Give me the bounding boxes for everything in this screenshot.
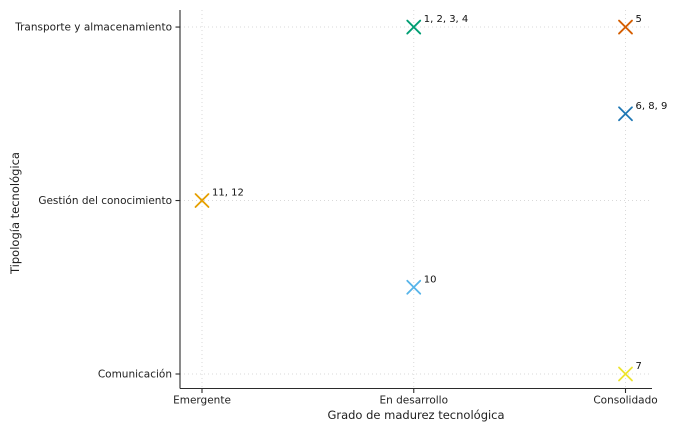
x-tick-label-emergente: Emergente: [173, 395, 231, 407]
gridlines: [180, 10, 650, 389]
data-point-marker-10: [406, 279, 422, 295]
data-point-label-5: 5: [636, 14, 642, 25]
data-point-label-6-8-9: 6, 8, 9: [636, 101, 668, 112]
y-tick-label-comunicacion: Comunicación: [98, 369, 172, 381]
data-point-marker-5: [618, 19, 633, 35]
data-point-marker-11-12: [194, 193, 210, 208]
x-tick-label-consolidado: Consolidado: [593, 395, 657, 407]
data-point-marker-7: [618, 366, 633, 382]
data-point-label-10: 10: [424, 274, 437, 285]
data-point-marker-6-8-9: [618, 106, 633, 122]
data-points: 1, 2, 3, 4 5 6, 8, 9 7 10 11, 12: [194, 14, 668, 382]
x-axis-title: Grado de madurez tecnológica: [327, 408, 504, 422]
axes-spines: [179, 10, 652, 390]
data-point-label-1-2-3-4: 1, 2, 3, 4: [424, 14, 469, 25]
data-point-label-7: 7: [636, 361, 642, 372]
x-axis-tick-labels: Emergente En desarrollo Consolidado: [173, 395, 658, 407]
tick-marks: [175, 26, 627, 393]
y-axis-tick-labels: Comunicación Gestión del conocimiento Tran…: [14, 22, 172, 381]
y-tick-label-gestion-del-conocimiento: Gestión del conocimiento: [38, 195, 172, 207]
y-axis-title: Tipología tecnológica: [8, 152, 22, 275]
data-point-label-11-12: 11, 12: [212, 188, 244, 199]
x-tick-label-en-desarrollo: En desarrollo: [379, 395, 448, 407]
y-tick-label-transporte-y-almacenamiento: Transporte y almacenamiento: [14, 22, 172, 34]
data-point-marker-1-2-3-4: [406, 19, 422, 35]
